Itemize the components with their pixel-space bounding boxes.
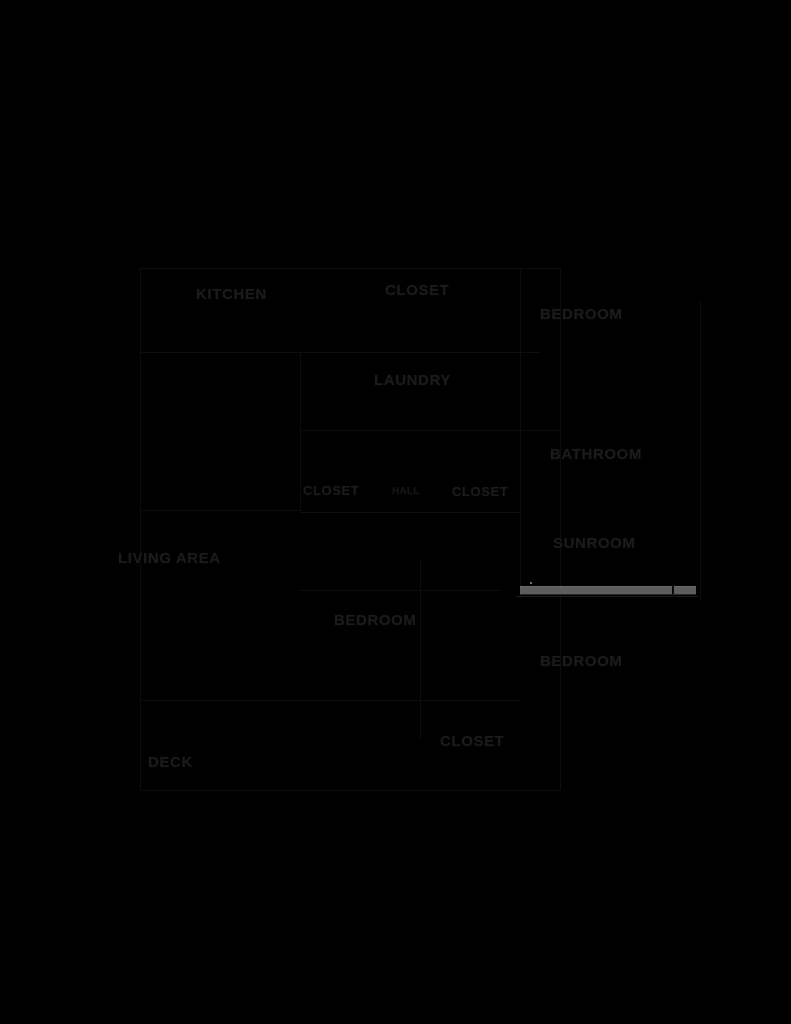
room-label-closet: CLOSET bbox=[452, 484, 509, 499]
wall-horizontal bbox=[340, 352, 540, 353]
room-label-closet: CLOSET bbox=[385, 282, 450, 299]
highlight-wall-seam bbox=[672, 585, 674, 594]
wall-horizontal bbox=[140, 510, 300, 511]
room-label-living-area: LIVING AREA bbox=[118, 550, 221, 567]
wall-vertical bbox=[520, 268, 521, 598]
wall-vertical bbox=[420, 560, 421, 740]
room-label-bathroom: BATHROOM bbox=[550, 446, 643, 463]
room-label-closet: CLOSET bbox=[303, 483, 360, 498]
room-label-closet: CLOSET bbox=[440, 733, 505, 750]
highlight-wall-underline bbox=[516, 596, 698, 597]
room-label-bedroom: BEDROOM bbox=[540, 653, 623, 670]
wall-vertical bbox=[140, 268, 141, 790]
wall-vertical bbox=[300, 352, 301, 512]
highlight-wall-bar bbox=[520, 586, 696, 595]
room-label-deck: DECK bbox=[148, 754, 193, 771]
wall-horizontal bbox=[140, 268, 560, 269]
room-label-hall: HALL bbox=[392, 486, 420, 497]
room-label-bedroom: BEDROOM bbox=[540, 306, 623, 323]
wall-marker-dot bbox=[530, 582, 532, 584]
wall-horizontal bbox=[300, 430, 560, 431]
wall-vertical bbox=[700, 300, 701, 600]
wall-horizontal bbox=[300, 590, 500, 591]
room-label-sunroom: SUNROOM bbox=[553, 535, 636, 552]
room-label-laundry: LAUNDRY bbox=[374, 372, 451, 389]
room-label-bedroom: BEDROOM bbox=[334, 612, 417, 629]
wall-vertical bbox=[560, 268, 561, 790]
wall-horizontal bbox=[140, 352, 340, 353]
room-label-kitchen: KITCHEN bbox=[196, 286, 267, 303]
wall-horizontal bbox=[140, 700, 320, 701]
wall-horizontal bbox=[140, 790, 560, 791]
wall-horizontal bbox=[300, 512, 520, 513]
